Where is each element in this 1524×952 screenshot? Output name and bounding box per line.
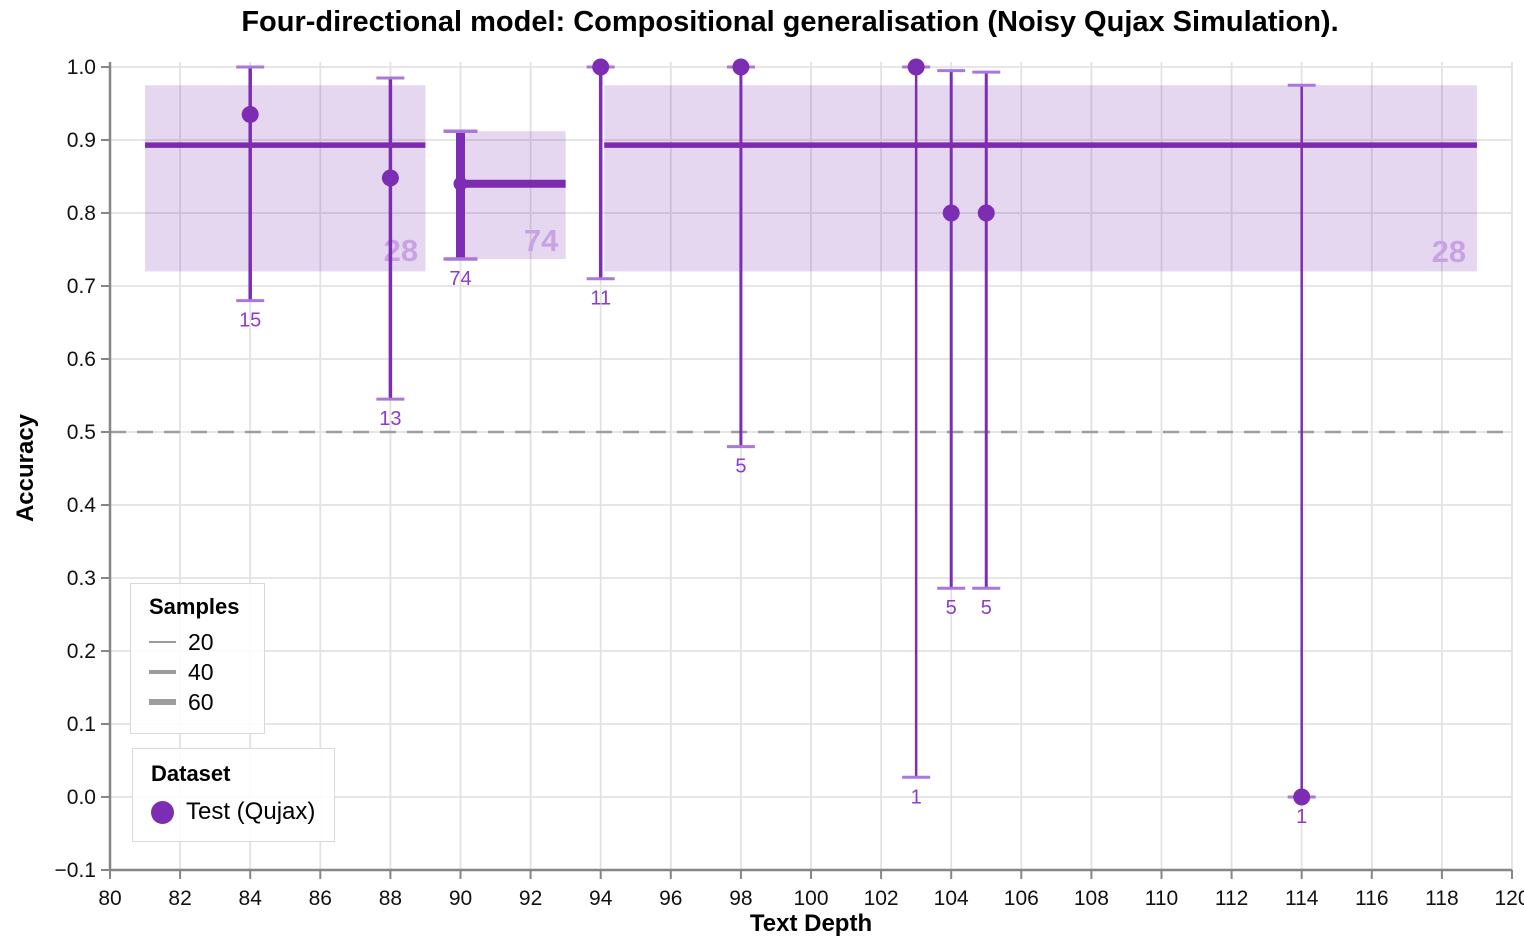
- legend-dataset-title: Dataset: [151, 761, 231, 786]
- data-point: [907, 58, 925, 76]
- x-tick-label: 110: [1145, 887, 1178, 910]
- x-tick-label: 90: [449, 887, 472, 910]
- x-tick-label: 80: [98, 887, 121, 910]
- legend-samples-items: 20 40 60: [149, 627, 264, 717]
- data-point: [942, 204, 960, 222]
- y-tick-label: 0.6: [67, 348, 96, 371]
- sample-count-label: 5: [735, 456, 746, 478]
- data-point: [977, 204, 995, 222]
- sample-count-label: 13: [379, 408, 401, 430]
- legend-dataset-item-label: Test (Qujax): [186, 798, 316, 825]
- x-axis-label: Text Depth: [749, 910, 873, 937]
- line-thickness-swatch-icon: [149, 669, 176, 675]
- legend-samples-item: 40: [149, 657, 264, 687]
- legend-samples-item: 20: [149, 627, 264, 657]
- y-tick-label: 1.0: [67, 56, 96, 79]
- x-tick-label: 88: [379, 887, 402, 910]
- y-tick-label: 0.1: [67, 713, 96, 736]
- legend-samples-item-label: 20: [188, 628, 214, 655]
- y-tick-label: 0.5: [67, 421, 96, 444]
- x-tick-label: 86: [309, 887, 332, 910]
- x-tick-label: 96: [659, 887, 682, 910]
- line-thickness-swatch-icon: [149, 698, 176, 706]
- data-point: [1293, 788, 1311, 806]
- x-tick-label: 108: [1074, 887, 1109, 910]
- y-tick-label: 0.8: [67, 202, 96, 225]
- x-tick-label: 82: [168, 887, 191, 910]
- y-tick-label: 0.3: [67, 567, 96, 590]
- x-tick-label: 106: [1004, 887, 1039, 910]
- legend-samples-item-label: 60: [188, 688, 214, 715]
- y-tick-label: 0.2: [67, 640, 96, 663]
- x-tick-label: 98: [729, 887, 752, 910]
- x-tick-label: 100: [793, 887, 828, 910]
- confidence-band: [604, 85, 1477, 272]
- sample-count-label: 5: [946, 597, 957, 619]
- sample-count-label: 74: [449, 268, 471, 290]
- x-tick-label: 114: [1285, 887, 1319, 910]
- y-tick-label: 0.0: [67, 786, 96, 809]
- x-tick-label: 102: [864, 887, 899, 910]
- x-tick-label: 94: [589, 887, 613, 910]
- legend-dataset-item: Test (Qujax): [151, 794, 334, 830]
- data-point: [592, 58, 610, 76]
- x-tick-label: 116: [1355, 887, 1388, 910]
- y-axis-label: Accuracy: [12, 413, 39, 523]
- sample-count-label: 1: [1296, 806, 1307, 828]
- sample-count-label: 5: [981, 597, 992, 619]
- sample-count-label: 15: [239, 310, 261, 332]
- confidence-band: [145, 85, 426, 272]
- y-tick-label: −0.1: [55, 859, 96, 882]
- series-dot-icon: [151, 800, 174, 824]
- y-tick-label: 0.7: [67, 275, 96, 298]
- x-tick-label: 118: [1425, 887, 1458, 910]
- data-point: [453, 176, 468, 191]
- sample-count-label: 11: [590, 288, 611, 310]
- data-point: [381, 169, 399, 187]
- sample-count-label: 1: [911, 786, 922, 808]
- legend-samples-item: 60: [149, 687, 264, 717]
- legend-dataset: Dataset Test (Qujax): [132, 748, 335, 842]
- y-tick-label: 0.4: [67, 494, 97, 517]
- data-point: [732, 58, 750, 76]
- legend-samples-title: Samples: [149, 594, 240, 619]
- legend-samples-item-label: 40: [188, 658, 214, 685]
- x-tick-label: 120: [1494, 887, 1524, 910]
- y-tick-label: 0.9: [67, 129, 96, 152]
- band-sample-count-label: 74: [524, 223, 559, 258]
- data-point: [241, 105, 259, 123]
- x-tick-label: 104: [934, 887, 969, 910]
- chart-title: Four-directional model: Compositional ge…: [241, 6, 1339, 38]
- confidence-band: [460, 131, 566, 259]
- x-tick-label: 112: [1215, 887, 1248, 910]
- band-sample-count-label: 28: [1432, 234, 1466, 269]
- x-tick-label: 92: [519, 887, 542, 910]
- line-thickness-swatch-icon: [149, 640, 176, 644]
- x-tick-label: 84: [239, 887, 263, 910]
- legend-samples: Samples 20 40 60: [130, 583, 265, 734]
